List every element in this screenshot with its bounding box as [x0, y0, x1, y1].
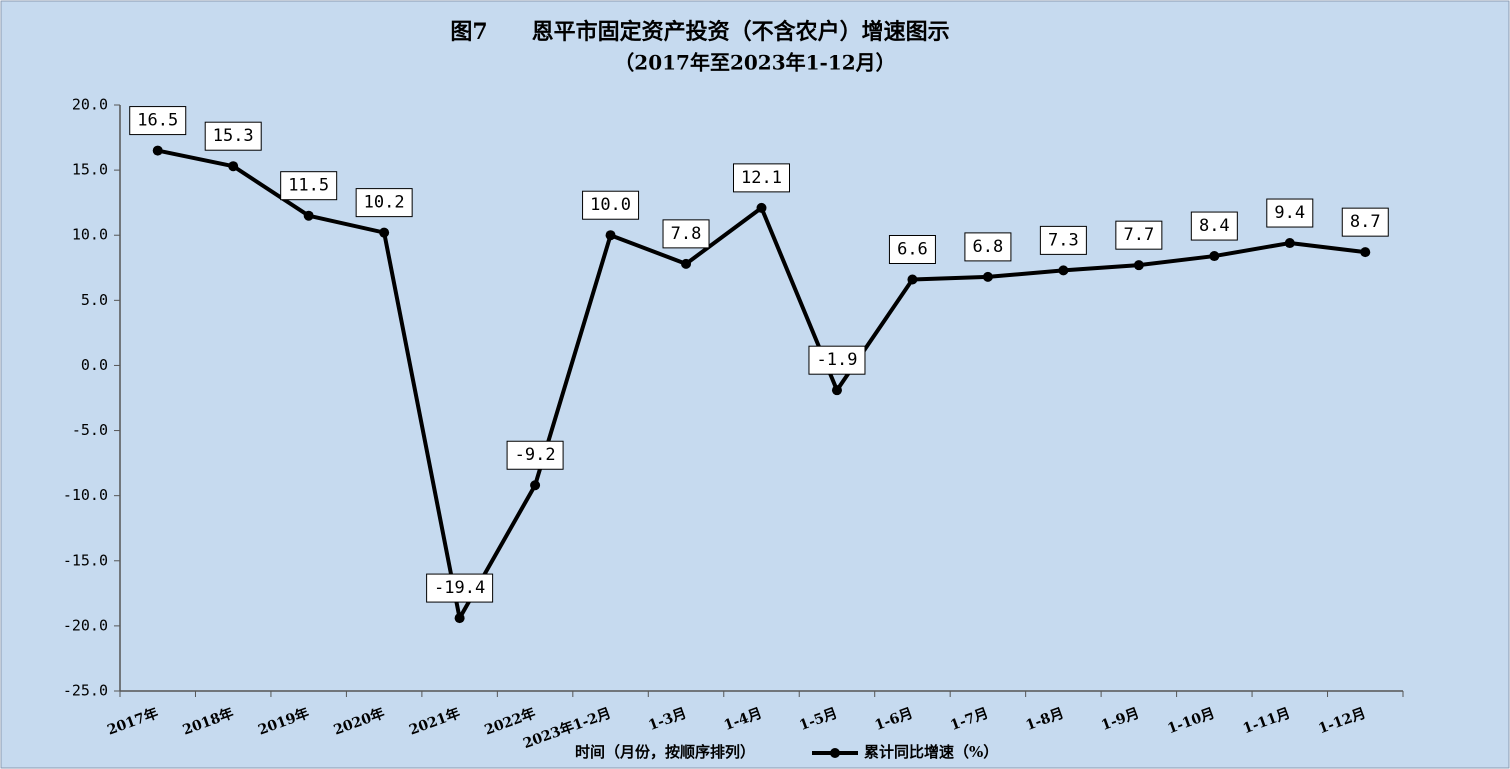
value-label-box: [129, 106, 187, 136]
value-label-box: [426, 573, 494, 603]
value-label-box: [506, 440, 564, 470]
value-label-box: [888, 234, 936, 264]
value-label: 8.7: [1350, 212, 1381, 232]
data-point: [1133, 260, 1144, 271]
value-label-box: [1115, 220, 1163, 250]
y-tick-label: -25.0: [63, 682, 108, 700]
data-point: [454, 613, 465, 624]
value-label-box: [662, 219, 710, 249]
value-label: 15.3: [213, 126, 254, 146]
data-point: [681, 258, 692, 269]
value-label: 6.8: [973, 237, 1004, 257]
value-label: 7.7: [1123, 225, 1154, 245]
value-label: 11.5: [288, 176, 329, 196]
y-tick-label: 5.0: [81, 291, 108, 309]
y-tick-label: -15.0: [63, 551, 108, 569]
y-tick-label: 15.0: [72, 161, 108, 179]
value-label-box: [280, 171, 338, 201]
data-point: [530, 480, 541, 491]
value-label-box: [733, 163, 790, 193]
value-label: -19.4: [434, 578, 485, 598]
y-tick-label: 10.0: [72, 226, 108, 244]
data-point: [1284, 238, 1295, 249]
value-label: 12.1: [741, 168, 782, 188]
data-point: [982, 271, 993, 282]
data-point: [907, 274, 918, 285]
value-label-box: [1190, 211, 1238, 241]
value-label: 6.6: [897, 239, 928, 259]
data-point: [1058, 265, 1069, 276]
data-point: [152, 145, 163, 156]
value-label: 10.0: [590, 195, 631, 215]
legend-marker: [830, 748, 840, 758]
x-axis-label: 时间（月份，按顺序排列）: [575, 743, 755, 761]
data-point: [1209, 251, 1220, 262]
value-label: 16.5: [137, 111, 178, 131]
value-label: -9.2: [515, 445, 556, 465]
value-label-box: [204, 121, 262, 151]
value-label: 7.3: [1048, 230, 1079, 250]
value-label: 8.4: [1199, 216, 1230, 236]
data-point: [756, 202, 767, 213]
data-point: [1360, 247, 1371, 258]
value-label: 9.4: [1274, 203, 1305, 223]
data-point: [379, 227, 390, 238]
chart-subtitle: （2017年至2023年1-12月）: [614, 51, 895, 75]
value-label-box: [964, 232, 1012, 262]
value-label-box: [1266, 198, 1314, 228]
y-tick-label: -10.0: [63, 486, 108, 504]
legend-label: 累计同比增速（%）: [864, 743, 998, 761]
data-point: [303, 210, 314, 221]
data-point: [605, 230, 616, 241]
y-tick-label: -5.0: [72, 421, 108, 439]
value-label: 7.8: [671, 224, 702, 244]
value-label-box: [1341, 207, 1389, 237]
chart-title: 图7 恩平市固定资产投资（不含农户）增速图示: [450, 19, 949, 45]
value-label: -1.9: [816, 350, 857, 370]
y-tick-label: 0.0: [81, 356, 108, 374]
data-point: [228, 161, 239, 172]
value-label-box: [582, 190, 640, 220]
data-point: [831, 385, 842, 396]
y-tick-label: -20.0: [63, 616, 108, 634]
value-label-box: [808, 345, 866, 375]
y-tick-label: 20.0: [72, 96, 108, 114]
value-label: 10.2: [364, 193, 405, 213]
value-label-box: [1039, 225, 1087, 255]
value-label-box: [355, 188, 413, 218]
